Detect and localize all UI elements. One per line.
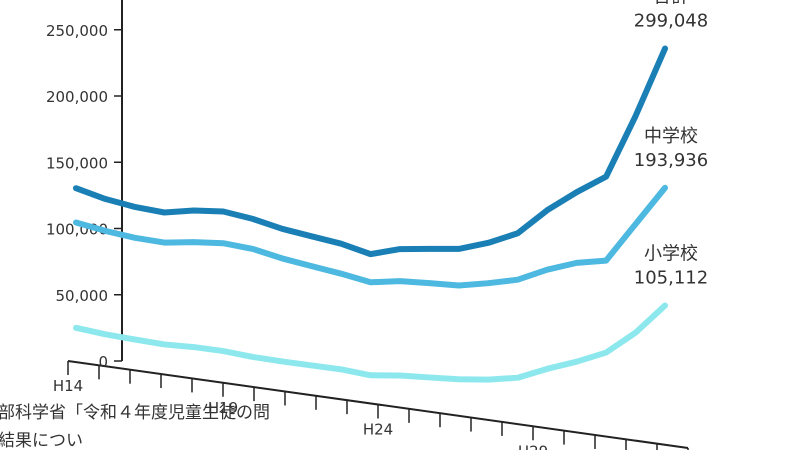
x-tick-label: H19 bbox=[208, 399, 238, 417]
series-name-label: 中学校 bbox=[644, 126, 698, 147]
series-line-1 bbox=[73, 184, 668, 289]
series-value-label: 193,936 bbox=[634, 150, 708, 171]
y-tick-label: 250,000 bbox=[46, 22, 108, 40]
source-note-line1: 部科学省「令和４年度児童生徒の問 bbox=[0, 403, 270, 423]
y-tick-label: 150,000 bbox=[46, 154, 108, 172]
series-group bbox=[73, 45, 668, 383]
x-tick-label: H29 bbox=[518, 442, 548, 450]
series-value-label: 299,048 bbox=[634, 11, 708, 32]
x-tick-label: H24 bbox=[363, 421, 393, 439]
y-tick-label: 0 bbox=[98, 353, 108, 371]
series-name-label: 合計 bbox=[653, 0, 689, 8]
source-note-line2: 結果につい bbox=[0, 431, 83, 450]
y-tick-label: 50,000 bbox=[56, 287, 109, 305]
series-value-label: 105,112 bbox=[634, 267, 708, 288]
series-name-label: 小学校 bbox=[644, 243, 698, 264]
series-line-0 bbox=[73, 45, 668, 258]
series-labels: 合計 299,048 中学校 193,936 小学校 105,112 bbox=[634, 0, 708, 288]
y-tick-label: 200,000 bbox=[46, 88, 108, 106]
source-note: 部科学省「令和４年度児童生徒の問 結果につい bbox=[0, 403, 270, 451]
series-line-2 bbox=[73, 302, 668, 383]
x-tick-label: H14 bbox=[53, 377, 83, 395]
x-ticks: H14 H19 H24 H29 bbox=[53, 361, 689, 454]
